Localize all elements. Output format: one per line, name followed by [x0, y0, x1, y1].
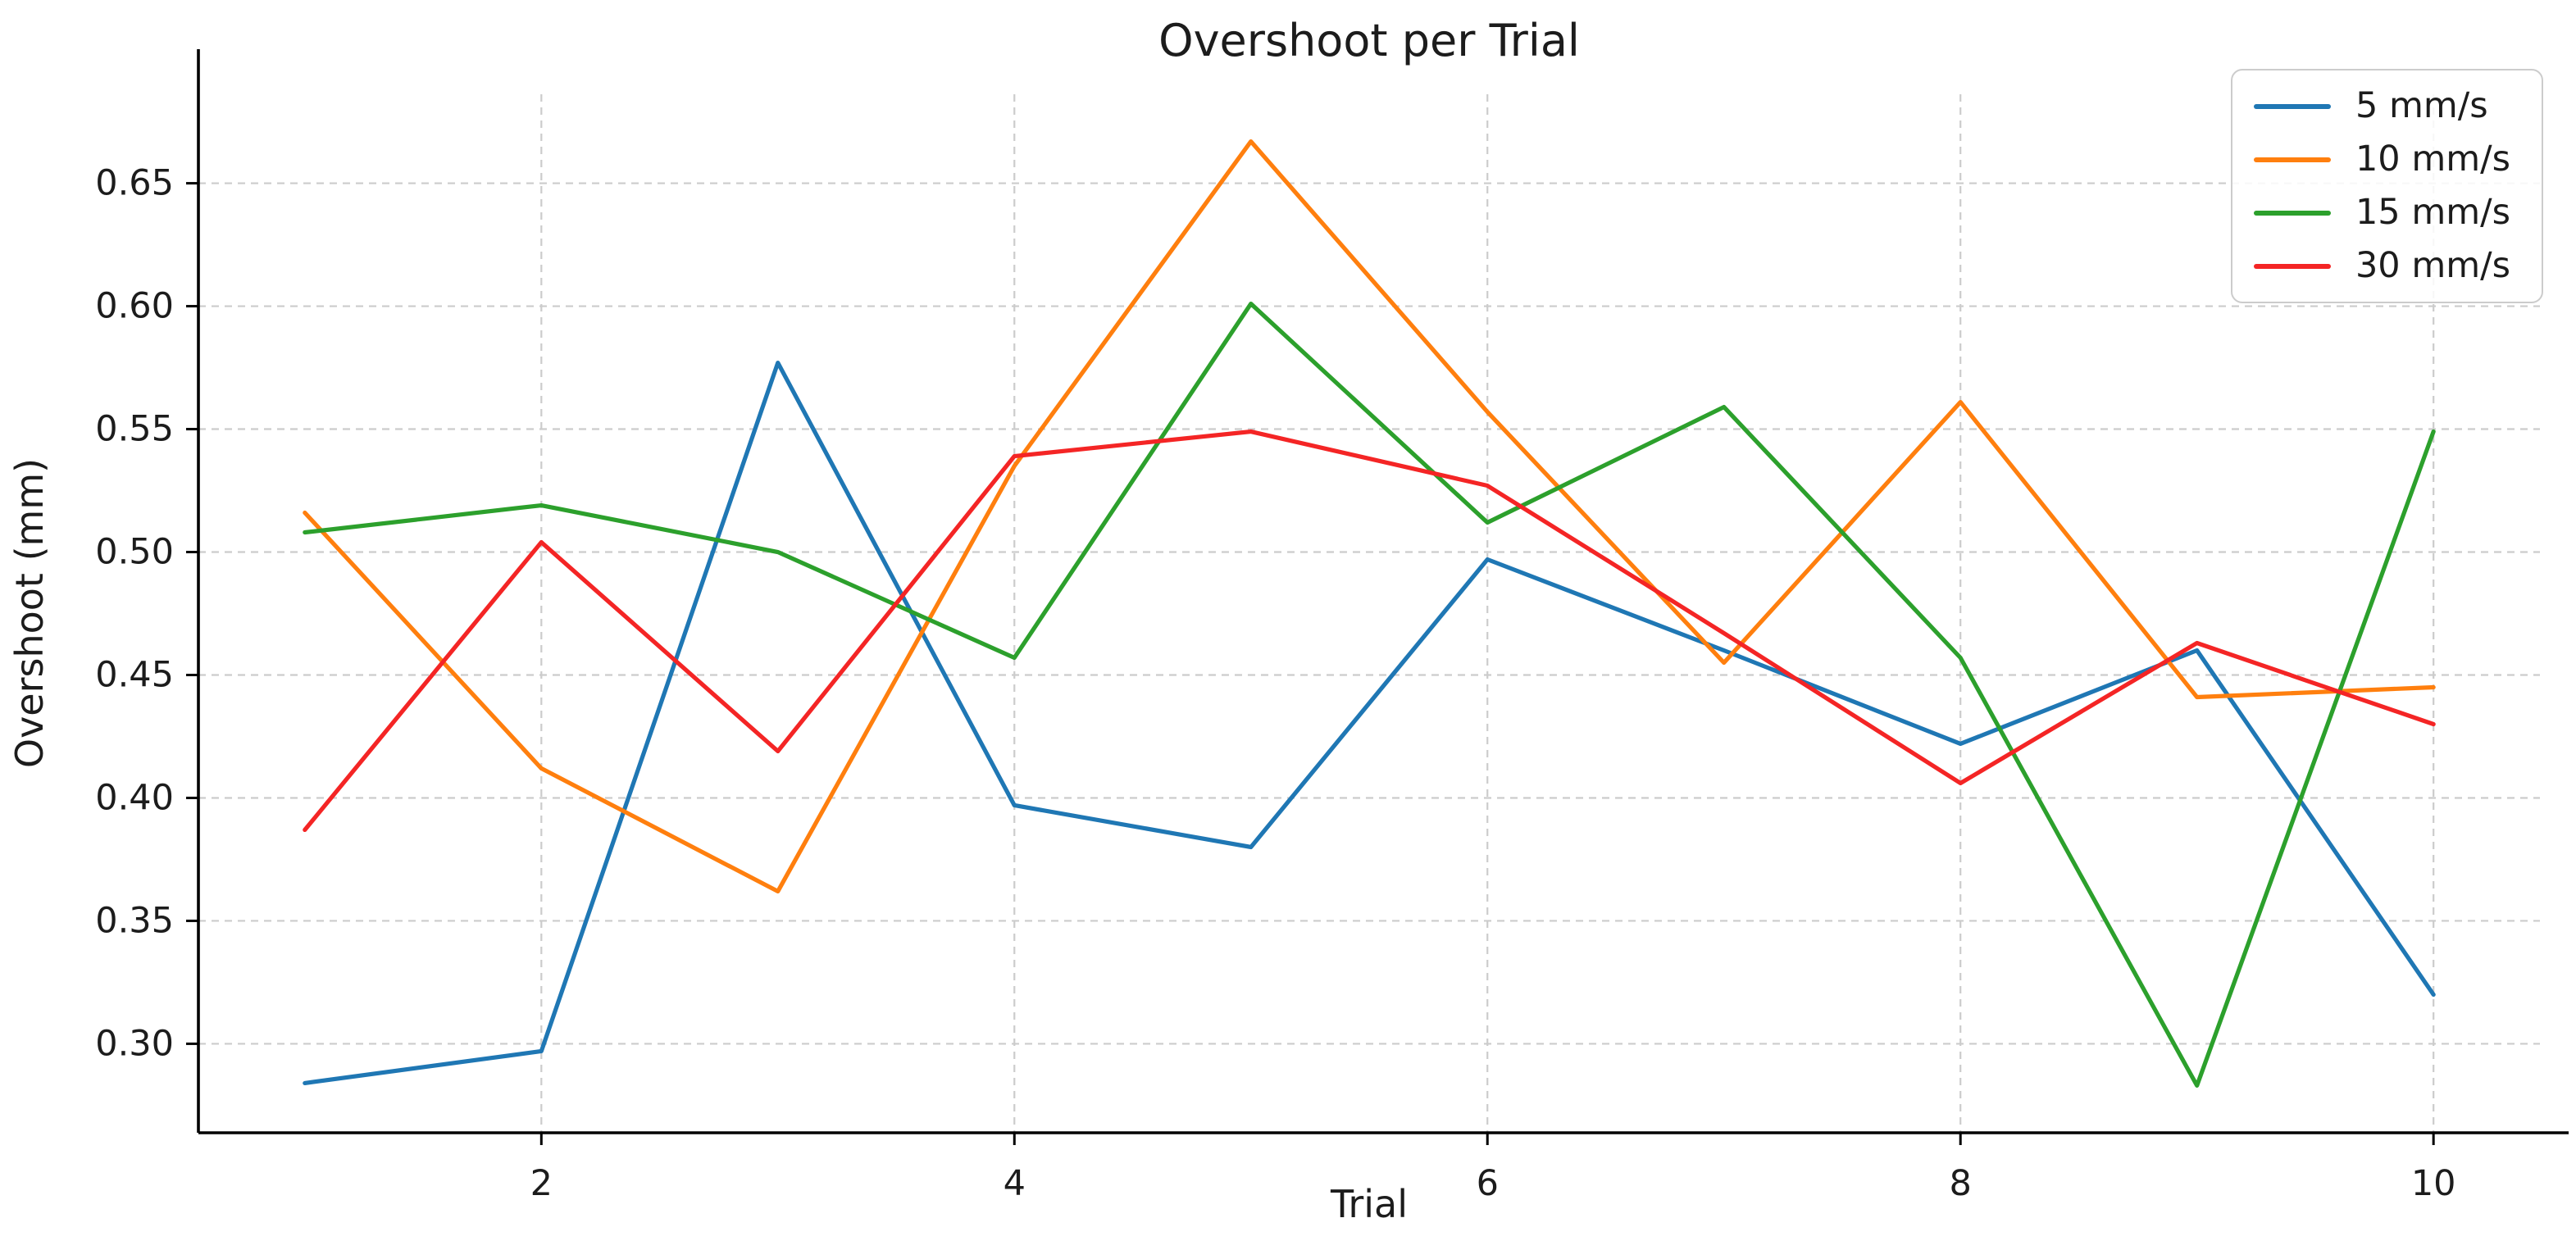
legend-swatch-15-mm-s: [2253, 210, 2331, 216]
legend-label: 10 mm/s: [2355, 139, 2510, 180]
y-tick-label: 0.30: [95, 1023, 174, 1064]
series-line-15-mm-s: [303, 301, 2436, 1089]
x-tick-label: 4: [1004, 1163, 1026, 1204]
legend-label: 5 mm/s: [2355, 85, 2488, 126]
legend-swatch-10-mm-s: [2253, 157, 2331, 162]
y-tick-label: 0.65: [95, 163, 174, 204]
x-tick-label: 8: [1950, 1163, 1972, 1204]
legend-label: 30 mm/s: [2355, 245, 2510, 286]
x-tick-label: 10: [2411, 1163, 2456, 1204]
y-axis-label: Overshoot (mm): [7, 457, 52, 769]
legend-label: 15 mm/s: [2355, 192, 2510, 233]
legend-item: 15 mm/s: [2253, 192, 2510, 233]
legend-item: 30 mm/s: [2253, 245, 2510, 286]
legend-swatch-5-mm-s: [2253, 103, 2331, 109]
legend-item: 5 mm/s: [2253, 85, 2510, 126]
x-tick-label: 2: [530, 1163, 553, 1204]
series-line-10-mm-s: [303, 139, 2436, 894]
y-tick-label: 0.35: [95, 900, 174, 941]
x-axis-label: Trial: [1331, 1182, 1408, 1226]
series-line-30-mm-s: [303, 429, 2436, 833]
y-tick-label: 0.60: [95, 286, 174, 327]
x-tick-label: 6: [1477, 1163, 1499, 1204]
y-tick-label: 0.55: [95, 409, 174, 450]
legend: 5 mm/s 10 mm/s 15 mm/s 30 mm/s: [2230, 69, 2543, 303]
legend-swatch-30-mm-s: [2253, 263, 2331, 269]
chart-title: Overshoot per Trial: [1158, 15, 1580, 66]
series-line-5-mm-s: [303, 360, 2436, 1086]
legend-item: 10 mm/s: [2253, 139, 2510, 180]
y-tick-label: 0.40: [95, 777, 174, 818]
y-tick-label: 0.45: [95, 654, 174, 695]
y-tick-label: 0.50: [95, 532, 174, 573]
